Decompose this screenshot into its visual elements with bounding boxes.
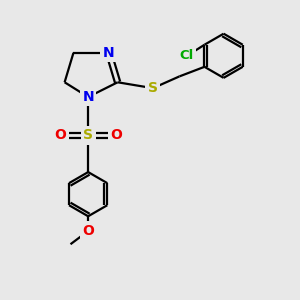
Text: S: S: [148, 81, 158, 95]
Text: O: O: [54, 128, 66, 142]
Text: N: N: [103, 46, 115, 60]
Text: N: N: [82, 90, 94, 104]
Text: O: O: [82, 224, 94, 238]
Text: Cl: Cl: [180, 49, 194, 62]
Text: O: O: [110, 128, 122, 142]
Text: S: S: [83, 128, 93, 142]
